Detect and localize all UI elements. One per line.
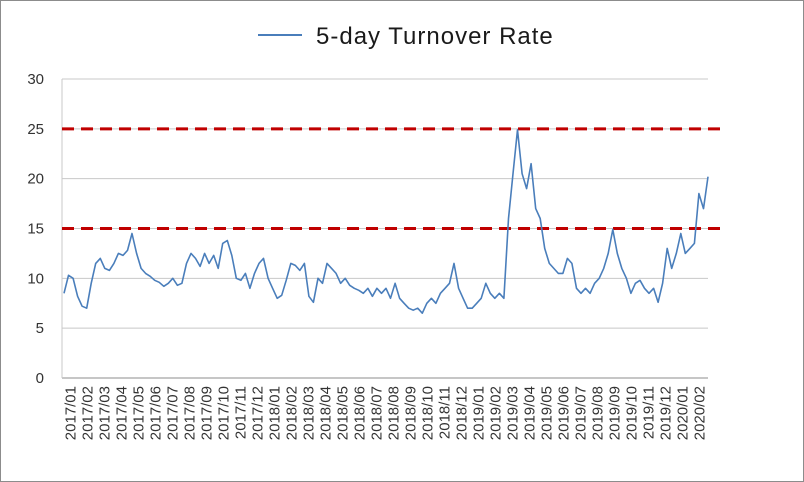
x-tick-label: 2017/05: [131, 386, 148, 440]
x-tick-label: 2018/11: [437, 386, 454, 439]
x-tick-label: 2019/05: [539, 386, 556, 440]
x-tick-label: 2018/02: [284, 386, 301, 440]
y-axis-tick-labels: 0 5 10 15 20 25 30: [27, 71, 44, 387]
series-layer: [63, 129, 709, 315]
x-tick-label: 2018/09: [403, 386, 420, 440]
x-tick-label: 2018/08: [386, 386, 403, 440]
x-tick-label: 2017/08: [182, 386, 199, 440]
x-tick-label: 2019/10: [624, 386, 641, 440]
x-tick-label: 2019/02: [488, 386, 505, 440]
x-tick-label: 2019/06: [556, 386, 573, 440]
x-tick-label: 2017/06: [148, 386, 165, 440]
y-tick-label-30: 30: [27, 71, 44, 88]
x-tick-label: 2018/10: [420, 386, 437, 440]
x-tick-label: 2018/07: [369, 386, 386, 440]
x-tick-label: 2017/02: [80, 386, 97, 440]
y-tick-label-20: 20: [27, 171, 44, 188]
x-tick-label: 2017/04: [114, 386, 131, 440]
x-tick-label: 2018/06: [352, 386, 369, 440]
legend-label-5-day-turnover-rate: 5-day Turnover Rate: [316, 23, 554, 50]
y-tick-label-0: 0: [36, 370, 44, 387]
x-tick-label: 2017/12: [250, 386, 267, 440]
y-tick-label-15: 15: [27, 221, 44, 238]
x-tick-label: 2017/09: [199, 386, 216, 440]
x-tick-label: 2019/12: [658, 386, 675, 440]
x-tick-label: 2019/09: [607, 386, 624, 440]
x-tick-label: 2019/01: [471, 386, 488, 440]
reference-lines: [62, 127, 720, 230]
y-tick-label-10: 10: [27, 270, 44, 287]
x-tick-label: 2019/11: [641, 386, 658, 439]
x-tick-label: 2018/03: [301, 386, 318, 440]
x-tick-label: 2018/05: [335, 386, 352, 440]
y-tick-label-5: 5: [36, 320, 44, 337]
x-tick-label: 2018/01: [267, 386, 284, 440]
x-tick-label: 2018/04: [318, 386, 335, 440]
x-tick-label: 2019/07: [573, 386, 590, 440]
x-tick-label: 2019/03: [505, 386, 522, 440]
x-tick-label: 2019/08: [590, 386, 607, 440]
x-tick-label: 2017/03: [97, 386, 114, 440]
x-axis-tick-labels: 2017/01 2017/02 2017/03 2017/04 2017/05 2017/…: [63, 386, 709, 440]
x-tick-label: 2017/10: [216, 386, 233, 440]
series-line-5-day-turnover-rate: [63, 129, 709, 315]
y-tick-label-25: 25: [27, 121, 44, 138]
x-tick-label: 2017/11: [233, 386, 250, 439]
x-tick-label: 2019/04: [522, 386, 539, 440]
x-tick-label: 2018/12: [454, 386, 471, 440]
x-tick-label: 2020/02: [692, 386, 709, 440]
x-tick-label: 2020/01: [675, 386, 692, 440]
gridlines: [62, 78, 708, 329]
legend: 5-day Turnover Rate: [258, 23, 554, 50]
x-tick-label: 2017/01: [63, 386, 80, 440]
x-tick-label: 2017/07: [165, 386, 182, 440]
